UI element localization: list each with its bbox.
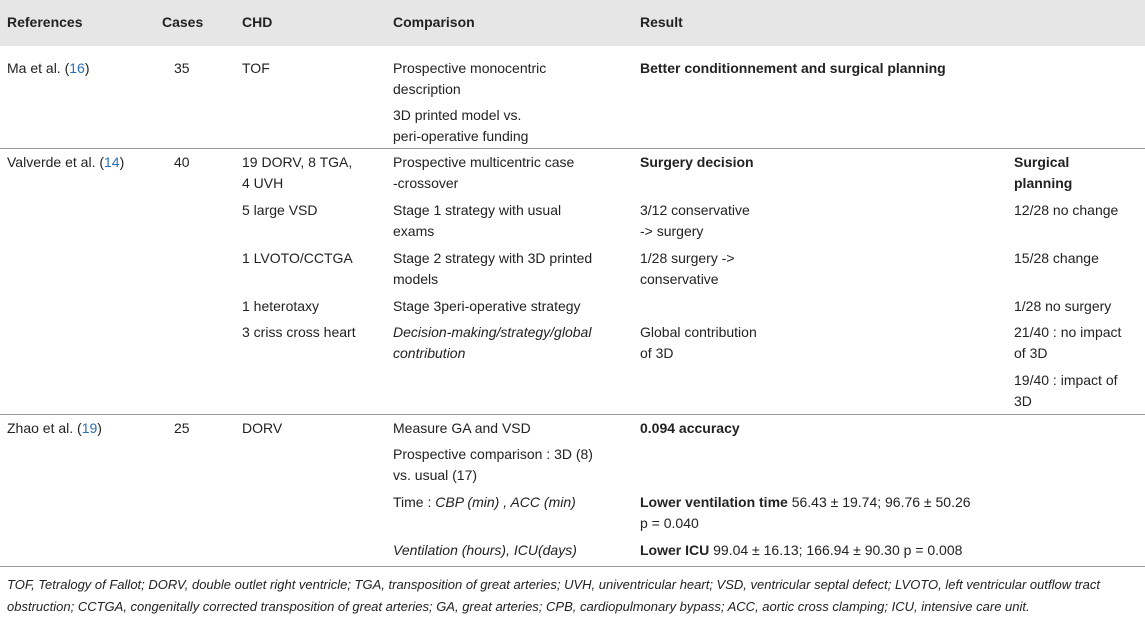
valverde-result-3: Global contribution of 3D [640, 324, 757, 361]
zhao-comparison-4: Ventilation (hours), ICU(days) [393, 542, 577, 558]
row-separator [0, 414, 1145, 415]
header-result: Result [640, 14, 683, 30]
ma-reference: Ma et al. (16) [7, 60, 90, 76]
zhao-citation-link[interactable]: 19 [81, 420, 98, 436]
valverde-cases: 40 [174, 154, 190, 170]
zhao-comparison-1: Measure GA and VSD [393, 420, 531, 436]
header-references: References [7, 14, 83, 30]
ma-comparison-1: Prospective monocentric description [393, 60, 547, 97]
valverde-chd-3: 1 LVOTO/CCTGA [242, 250, 353, 266]
valverde-side-5: 19/40 : impact of 3D [1014, 372, 1118, 409]
zhao-chd: DORV [242, 420, 283, 436]
valverde-side-3: 1/28 no surgery [1014, 298, 1112, 314]
header-comparison: Comparison [393, 14, 475, 30]
valverde-side-2: 15/28 change [1014, 250, 1099, 266]
valverde-comparison-1: Prospective multicentric case -crossover [393, 154, 575, 191]
valverde-chd-2: 5 large VSD [242, 202, 318, 218]
valverde-comparison-5: Decision-making/strategy/global contribut… [393, 324, 592, 361]
zhao-comparison-3: Time : CBP (min) , ACC (min) [393, 494, 576, 510]
ma-comparison-2: 3D printed model vs. peri-operative fundi… [393, 107, 529, 144]
valverde-result-1: 3/12 conservative -> surgery [640, 202, 750, 239]
valverde-citation-link[interactable]: 14 [104, 154, 120, 170]
header-chd: CHD [242, 14, 273, 30]
ma-result: Better conditionnement and surgical plan… [640, 60, 946, 76]
valverde-reference: Valverde et al. (14) [7, 154, 125, 170]
zhao-reference: Zhao et al. (19) [7, 420, 102, 436]
valverde-result-2: 1/28 surgery -> conservative [640, 250, 735, 287]
valverde-chd-4: 1 heterotaxy [242, 298, 320, 314]
valverde-side-4: 21/40 : no impact of 3D [1014, 324, 1122, 361]
valverde-side-1: 12/28 no change [1014, 202, 1119, 218]
row-separator [0, 148, 1145, 149]
zhao-result-2: Lower ventilation time 56.43 ± 19.74; 96… [640, 494, 971, 531]
ma-chd: TOF [242, 60, 270, 76]
ma-cases: 35 [174, 60, 190, 76]
valverde-chd-1: 19 DORV, 8 TGA, 4 UVH [242, 154, 353, 191]
valverde-result-heading: Surgery decision [640, 154, 754, 170]
table-header: References Cases CHD Comparison Result [0, 0, 1145, 46]
zhao-result-1: 0.094 accuracy [640, 420, 740, 436]
zhao-comparison-2: Prospective comparison : 3D (8) vs. usual… [393, 446, 593, 483]
valverde-side-heading: Surgical planning [1014, 154, 1073, 191]
valverde-comparison-4: Stage 3peri-operative strategy [393, 298, 581, 314]
valverde-comparison-2: Stage 1 strategy with usual exams [393, 202, 562, 239]
zhao-cases: 25 [174, 420, 190, 436]
table-footnote: TOF, Tetralogy of Fallot; DORV, double o… [7, 577, 1100, 614]
header-cases: Cases [162, 14, 204, 30]
table-bottom-rule [0, 566, 1145, 567]
ma-citation-link[interactable]: 16 [69, 60, 85, 76]
valverde-comparison-3: Stage 2 strategy with 3D printed models [393, 250, 593, 287]
zhao-result-3: Lower ICU 99.04 ± 16.13; 166.94 ± 90.30 … [640, 542, 963, 558]
valverde-chd-5: 3 criss cross heart [242, 324, 356, 340]
